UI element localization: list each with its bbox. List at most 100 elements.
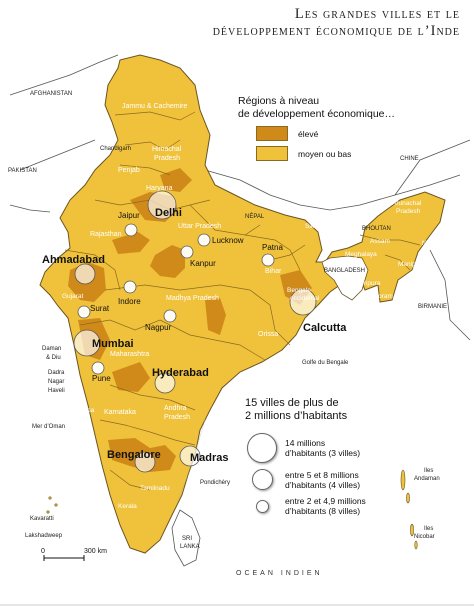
label-city-jaipur: Jaipur [118, 211, 140, 220]
legend-city-large-1: 14 millions [285, 438, 326, 448]
state-boundaries [64, 111, 421, 491]
label-nicobar-2: Nicobar [414, 534, 435, 540]
label-mer-oman: Mer d’Oman [32, 424, 65, 430]
label-madhya: Madhya Pradesh [166, 295, 219, 302]
label-uttar: Uttar Pradesh [178, 223, 221, 230]
sri-lanka [171, 509, 201, 567]
label-haryana: Haryana [146, 185, 173, 192]
map-title: Les grandes villes et le développement é… [213, 6, 460, 40]
neighbour-borders [9, 54, 471, 341]
marker-ahmadabad [74, 263, 96, 285]
label-andaman-2: Andaman [414, 476, 440, 482]
label-orissa: Orissa [258, 331, 278, 338]
legend-regions-title-1: Régions à niveau [238, 95, 320, 107]
label-city-nagpur: Nagpur [145, 323, 172, 332]
label-pondichery: Pondichéry [200, 480, 230, 486]
scale-bar: 0 300 km [41, 548, 107, 561]
label-andhra-1: Andhra [164, 405, 187, 412]
label-mizoram: Mizoram [368, 293, 393, 300]
label-dadra-1: Dadra [48, 370, 65, 376]
label-city-bengalore: Bengalore [107, 449, 161, 461]
circle-medium-icon [251, 469, 273, 490]
swatch-high [256, 126, 288, 141]
label-gujarat: Gujarat [62, 293, 84, 300]
label-rajasthan: Rajasthan [90, 231, 122, 238]
label-bengale-1: Bengale [287, 287, 311, 294]
label-sikkim: Sikkim [305, 223, 324, 230]
marker-madras [179, 445, 201, 467]
label-assam: Assam [370, 238, 390, 245]
label-city-ahmadabad: Ahmadabad [42, 254, 105, 266]
label-penjab: Penjab [118, 167, 140, 174]
label-kavaratti: Kavaratti [30, 516, 54, 522]
label-arunachal-1: Arunachal [392, 200, 422, 207]
label-nicobar-1: Iles [424, 526, 433, 532]
label-city-hyderabad: Hyderabad [152, 367, 209, 379]
label-birmanie: BIRMANIE [418, 304, 447, 310]
label-kerala: Kerala [118, 503, 137, 510]
marker-pune [91, 361, 105, 375]
label-meghalaya: Meghalaya [345, 251, 377, 258]
label-karnataka: Karnataka [104, 409, 136, 416]
legend-label-high: élevé [298, 128, 319, 139]
scale-zero: 0 [41, 548, 45, 555]
label-bangladesh: BANGLADESH [324, 268, 365, 274]
marker-patna [261, 253, 275, 267]
label-golfe-bengale: Golfe du Bengale [302, 360, 349, 366]
legend-regions: Régions à niveau de développement économ… [238, 95, 395, 161]
label-bengale-2: occidental [290, 295, 320, 302]
label-city-mumbai: Mumbai [92, 338, 134, 350]
label-chine: CHINE [400, 156, 419, 162]
circle-large-icon [247, 433, 277, 463]
label-arunachal-2: Pradesh [396, 208, 421, 215]
marker-indore [123, 280, 137, 294]
legend-cities-title-2: 2 millions d’habitants [245, 410, 348, 422]
label-afghanistan: AFGHANISTAN [30, 91, 72, 97]
title-line-1: Les grandes villes et le [294, 6, 460, 22]
label-daman-2: & Diu [46, 355, 61, 361]
label-city-pune: Pune [92, 374, 111, 383]
label-pakistan: PAKISTAN [8, 168, 37, 174]
india-territory [39, 54, 446, 554]
marker-nagpur [163, 309, 177, 323]
label-bihar: Bihar [265, 268, 282, 275]
legend-label-medium: moyen ou bas [298, 148, 352, 159]
legend-regions-title-2: de développement économique… [238, 108, 396, 120]
label-city-surat: Surat [90, 304, 110, 313]
legend-cities: 15 villes de plus de 2 millions d’habita… [245, 397, 366, 516]
label-city-delhi: Delhi [155, 207, 182, 219]
label-manipur: Manipur [398, 261, 422, 268]
label-andhra-2: Pradesh [164, 414, 190, 421]
label-chandigarh: Chandigarh [100, 146, 131, 152]
coastline [177, 419, 206, 501]
label-nepal: NÉPAL [245, 213, 265, 220]
label-tamilnadu: Tamilnadu [140, 485, 170, 492]
label-tripura: Tripura [360, 280, 381, 287]
label-ocean-indien: OCEAN INDIEN [236, 570, 323, 577]
marker-lucknow [197, 233, 211, 247]
marker-delhi [147, 190, 177, 220]
legend-cities-title-1: 15 villes de plus de [245, 397, 339, 409]
legend-city-small-1: entre 2 et 4,9 millions [285, 496, 366, 506]
legend-item-high: élevé [256, 126, 395, 141]
label-city-lucknow: Lucknow [212, 236, 244, 245]
marker-surat [77, 305, 91, 319]
bangladesh-area [321, 255, 369, 301]
label-lakshadweep: Lakshadweep [25, 533, 63, 539]
label-himachal-2: Pradesh [154, 155, 180, 162]
legend-city-large-2: d’habitants (3 villes) [285, 448, 361, 458]
marker-calcutta [289, 288, 317, 316]
label-andaman-1: Iles [424, 468, 433, 474]
label-city-madras: Madras [190, 452, 229, 464]
marker-hyderabad [154, 372, 176, 394]
label-city-calcutta: Calcutta [303, 322, 347, 334]
islands [46, 469, 418, 550]
legend-city-medium-1: entre 5 et 8 millions [285, 469, 359, 480]
legend-city-large: 14 millions d’habitants (3 villes) [245, 433, 366, 463]
label-jammu: Jammu & Cachemire [122, 103, 187, 110]
label-himachal-1: Himachal [152, 146, 182, 153]
legend-item-medium: moyen ou bas [256, 146, 395, 161]
label-daman-1: Daman [42, 346, 61, 352]
